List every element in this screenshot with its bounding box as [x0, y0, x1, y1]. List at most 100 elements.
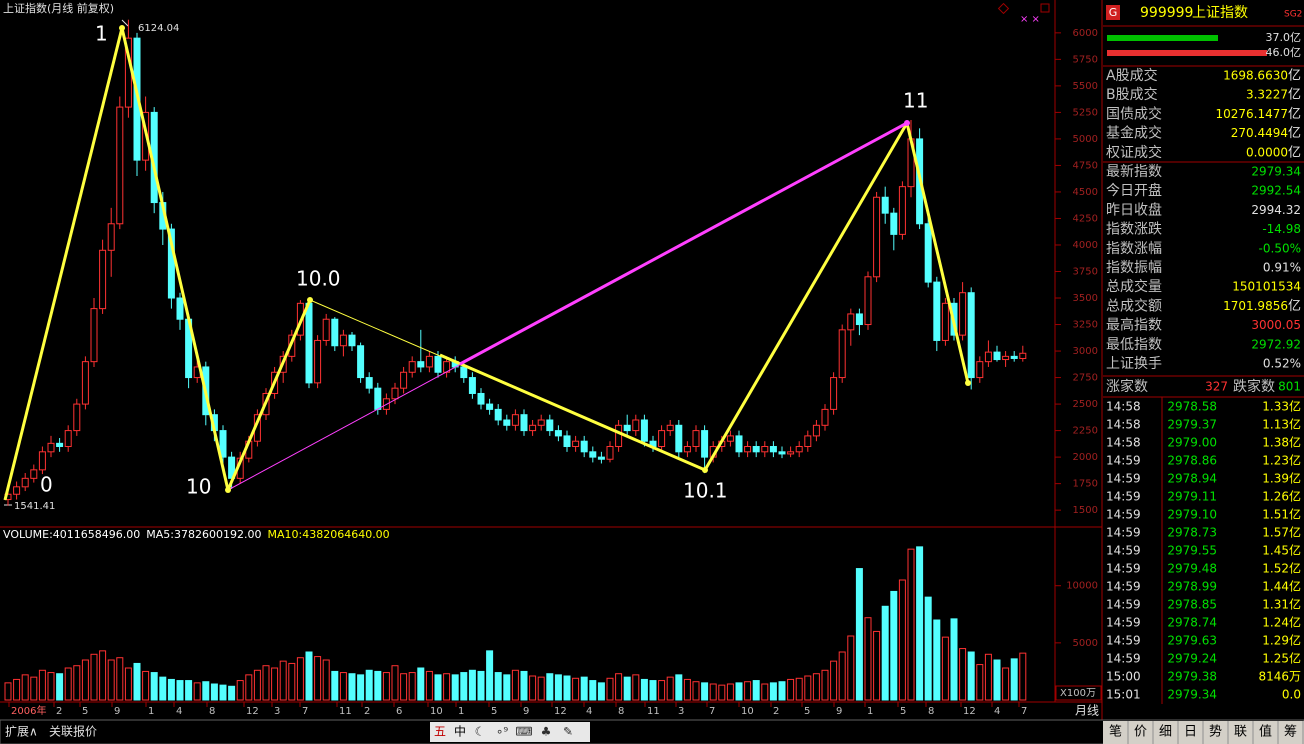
- x-tick-label: 5: [491, 706, 497, 717]
- volume-bar: [640, 678, 648, 701]
- candle-body: [116, 106, 124, 225]
- volume-bar: [830, 660, 838, 701]
- candle-body: [99, 249, 107, 310]
- candle-body: [468, 377, 476, 394]
- volume-bar: [176, 680, 184, 701]
- volume-bar: [339, 672, 347, 701]
- tool-button[interactable]: 五: [434, 725, 446, 739]
- icon[interactable]: × ×: [1020, 14, 1040, 25]
- volume-bar: [623, 676, 631, 701]
- unit-box: [1055, 685, 1102, 701]
- y-tick-label: 5000: [1073, 134, 1098, 145]
- volume-bar: [245, 674, 253, 701]
- tick-time: 14:59: [1106, 508, 1141, 522]
- period-label[interactable]: 月线: [1075, 704, 1099, 718]
- stock-tag: SG2: [1284, 10, 1302, 20]
- volume-bar: [649, 680, 657, 701]
- tick-time: 14:58: [1106, 418, 1141, 432]
- candle-body: [73, 403, 81, 432]
- tool-icon[interactable]: ☾: [475, 725, 486, 739]
- tool-icon[interactable]: ✎: [563, 725, 573, 739]
- x-tick-label: 3: [274, 706, 280, 717]
- y-tick-label: 2750: [1073, 373, 1098, 384]
- volume-bar: [924, 596, 932, 701]
- bar-unit: 亿: [1290, 31, 1301, 44]
- volume-bar: [4, 682, 12, 701]
- x-tick-label: 9: [836, 706, 842, 717]
- volume-bar: [683, 678, 691, 701]
- status-button[interactable]: 扩展∧: [5, 725, 38, 739]
- wave-point: [225, 487, 231, 493]
- candle-body: [752, 446, 760, 453]
- tick-volume: 1.52亿: [1262, 561, 1301, 576]
- candle-body: [1002, 355, 1010, 361]
- volume-bar: [503, 674, 511, 701]
- tick-time: 14:59: [1106, 652, 1141, 666]
- x-tick-label: 8: [618, 706, 624, 717]
- tab[interactable]: 价: [1134, 725, 1147, 740]
- icon[interactable]: [997, 2, 1010, 15]
- volume-bar: [606, 677, 614, 701]
- volume-unit: X100万: [1060, 688, 1096, 699]
- x-tick-label: 12: [963, 706, 976, 717]
- volume-bar: [950, 618, 958, 701]
- candle-body: [580, 440, 588, 453]
- candle-body: [339, 334, 347, 347]
- volume-bar: [1002, 667, 1010, 701]
- x-tick-label: 5: [900, 706, 906, 717]
- volume-bar: [391, 665, 399, 701]
- tool-icon[interactable]: ⌨: [515, 725, 532, 739]
- row-label: 总成交量: [1106, 278, 1162, 295]
- tab[interactable]: 值: [1259, 724, 1272, 740]
- tick-price: 2979.55: [1167, 544, 1217, 558]
- tool-button[interactable]: 中: [454, 724, 466, 739]
- volume-header-label: VOLUME:: [3, 528, 53, 541]
- row-value: 0.0000: [1246, 145, 1288, 159]
- row-label: 最新指数: [1106, 164, 1162, 180]
- tool-icon[interactable]: ♣: [541, 725, 552, 739]
- volume-bar: [81, 659, 89, 701]
- status-bar: [0, 719, 1304, 744]
- tool-icon[interactable]: ∘⁹: [496, 725, 509, 739]
- high-label: 6124.04: [138, 23, 179, 34]
- tick-price: 2979.11: [1167, 490, 1217, 504]
- candle-body: [1010, 355, 1018, 359]
- volume-bar: [881, 605, 889, 701]
- candle-body: [56, 442, 64, 448]
- volume-bar: [520, 670, 528, 701]
- volume-bar: [434, 674, 442, 701]
- badge-box: [1106, 5, 1120, 20]
- volume-bar: [210, 683, 218, 701]
- breadth-label: 涨家数: [1106, 378, 1148, 395]
- status-button[interactable]: 关联报价: [49, 724, 97, 739]
- row-unit: 亿: [1288, 145, 1301, 160]
- candle-body: [47, 442, 55, 453]
- candle-body: [873, 196, 881, 278]
- candle-body: [494, 408, 502, 421]
- tab[interactable]: 细: [1159, 725, 1172, 740]
- volume-bar: [658, 680, 666, 701]
- tab[interactable]: 日: [1184, 725, 1197, 740]
- volume-bar: [718, 684, 726, 701]
- row-label: 上证换手: [1106, 355, 1162, 372]
- volume-header-value: 4011658496.00: [53, 528, 140, 541]
- volume-bar: [709, 683, 717, 701]
- volume-bar: [193, 682, 201, 701]
- tab[interactable]: 筹: [1284, 724, 1297, 740]
- icon[interactable]: [1040, 3, 1050, 13]
- candle-body: [735, 435, 743, 453]
- tab[interactable]: 势: [1209, 724, 1222, 740]
- tab[interactable]: 笔: [1109, 724, 1122, 740]
- row-label: 权证成交: [1106, 144, 1162, 161]
- candle-body: [666, 424, 674, 432]
- volume-bar: [288, 662, 296, 701]
- candle-body: [408, 361, 416, 373]
- toolbar: [430, 722, 590, 742]
- row-label: 国债成交: [1106, 105, 1162, 122]
- tick-price: 2978.86: [1167, 454, 1217, 468]
- row-value: 2972.92: [1251, 337, 1301, 351]
- volume-bar: [56, 673, 64, 701]
- y-tick-label: 5500: [1073, 81, 1098, 92]
- wave-point: [702, 467, 708, 473]
- tab[interactable]: 联: [1234, 725, 1247, 740]
